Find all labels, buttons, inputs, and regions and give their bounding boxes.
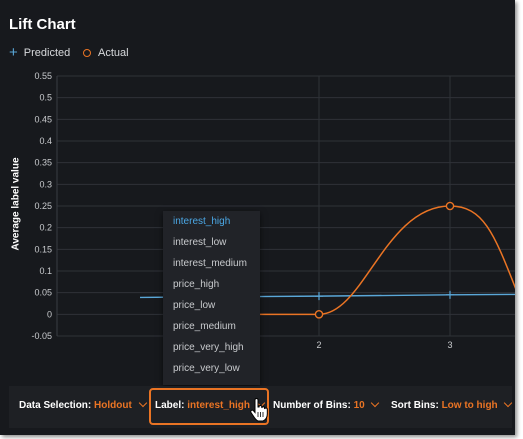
sort-bins-label: Sort Bins: — [391, 400, 439, 411]
number-of-bins-value: 10 — [353, 400, 365, 411]
y-tick-label: 0.35 — [34, 158, 52, 168]
x-tick-label: 2 — [316, 340, 321, 350]
dropdown-option-price-low[interactable]: price_low — [173, 300, 216, 311]
chevron-down-icon — [504, 398, 513, 408]
lift-chart-plot: 0.55 0.5 0.45 0.4 0.35 0.3 0.25 0.2 0.15 0.1 0.05 0… — [31, 71, 515, 350]
actual-series-line — [188, 205, 515, 316]
dropdown-option-interest-medium[interactable]: interest_medium — [173, 258, 247, 269]
circle-icon — [83, 49, 91, 57]
label-control-value: interest_high — [187, 400, 251, 411]
y-tick-label: 0.1 — [39, 266, 52, 276]
y-tick-label: 0.3 — [39, 179, 52, 189]
label-control-label: Label: — [155, 400, 185, 411]
number-of-bins-label: Number of Bins: — [273, 400, 351, 411]
sort-bins-value: Low to high — [441, 400, 498, 411]
label-dropdown-menu: interest_high interest_low interest_medium… — [163, 211, 260, 385]
chevron-down-icon — [138, 398, 147, 408]
dropdown-option-interest-high[interactable]: interest_high — [173, 216, 231, 227]
x-tick-label: 3 — [447, 340, 452, 350]
dropdown-option-interest-low[interactable]: interest_low — [173, 237, 227, 248]
y-tick-label: 0.45 — [34, 114, 52, 124]
legend-actual-label: Actual — [98, 47, 129, 59]
y-tick-label: 0.15 — [34, 244, 52, 254]
y-tick-label: 0.25 — [34, 201, 52, 211]
dropdown-option-price-medium[interactable]: price_medium — [173, 321, 236, 332]
hand-cursor-icon — [250, 398, 268, 422]
y-tick-label: 0.4 — [39, 136, 52, 146]
y-tick-label: 0.2 — [39, 223, 52, 233]
y-tick-label: -0.05 — [31, 331, 52, 341]
y-tick-label: 0.5 — [39, 93, 52, 103]
y-axis-label: Average label value — [10, 157, 22, 251]
data-selection-control[interactable]: Data Selection: Holdout — [19, 398, 147, 411]
actual-point — [314, 310, 324, 319]
lift-chart-panel: Lift Chart + Predicted Actual 0.55 0.5 0.4… — [0, 0, 515, 435]
y-tick-label: 0.55 — [34, 71, 52, 81]
plus-icon: + — [9, 44, 18, 61]
dropdown-option-price-very-high[interactable]: price_very_high — [173, 342, 244, 353]
chevron-down-icon — [371, 398, 380, 408]
label-control[interactable]: Label: interest_high — [155, 398, 266, 411]
dropdown-option-price-very-low[interactable]: price_very_low — [173, 363, 240, 374]
y-tick-label: 0 — [47, 309, 52, 319]
data-selection-value: Holdout — [94, 400, 132, 411]
label-control-highlight — [149, 388, 269, 425]
y-tick-label: 0.05 — [34, 288, 52, 298]
dropdown-option-price-high[interactable]: price_high — [173, 279, 220, 290]
data-selection-label: Data Selection: — [19, 400, 92, 411]
number-of-bins-control[interactable]: Number of Bins: 10 — [273, 398, 380, 411]
legend-predicted[interactable]: + Predicted — [9, 44, 71, 61]
actual-point — [445, 201, 455, 211]
legend-actual[interactable]: Actual — [83, 47, 129, 59]
chart-title: Lift Chart — [9, 16, 76, 33]
legend-predicted-label: Predicted — [23, 47, 71, 59]
sort-bins-control[interactable]: Sort Bins: Low to high — [391, 398, 513, 411]
